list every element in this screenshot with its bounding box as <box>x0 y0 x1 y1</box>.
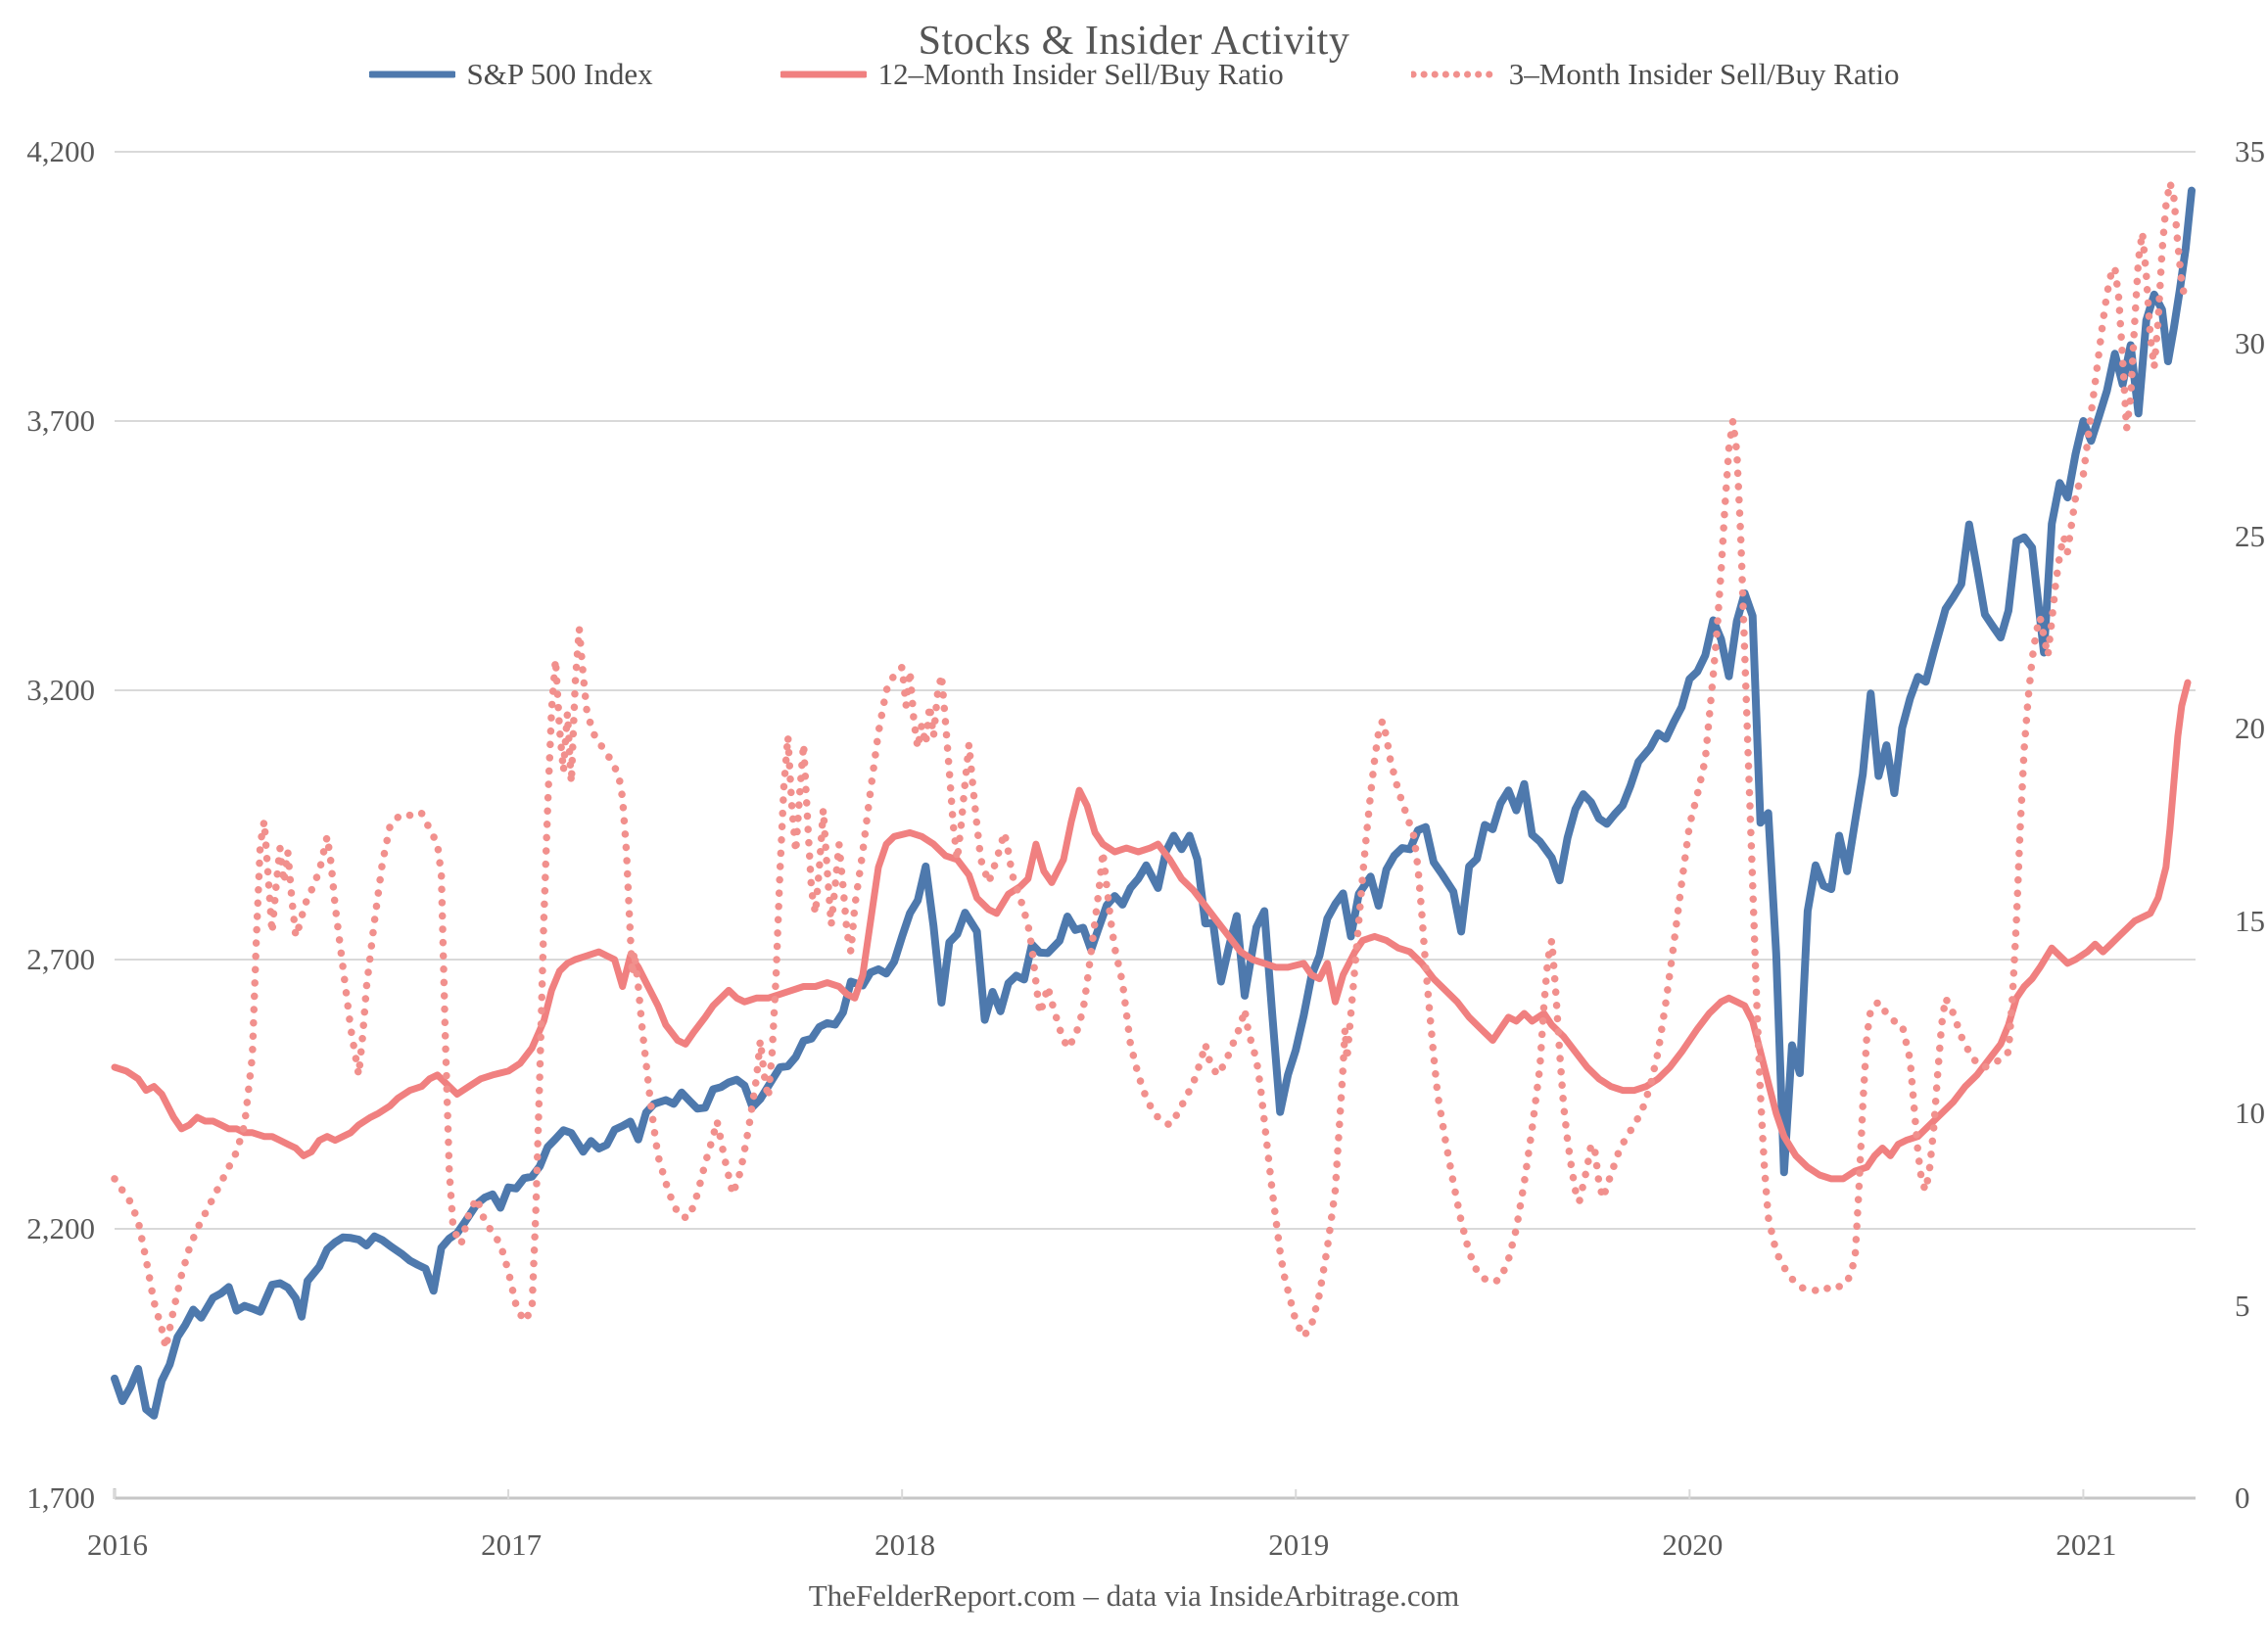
y-left-tick-label: 2,700 <box>26 942 95 976</box>
y-right-tick-label: 10 <box>2235 1096 2265 1131</box>
y-right-tick-label: 35 <box>2235 134 2265 168</box>
y-left-tick-label: 1,700 <box>26 1480 95 1515</box>
chart-legend: S&P 500 Index 12–Month Insider Sell/Buy R… <box>0 57 2268 92</box>
dotted-line-icon <box>1410 70 1497 78</box>
legend-item-sp500: S&P 500 Index <box>368 57 653 92</box>
legend-item-ratio12: 12–Month Insider Sell/Buy Ratio <box>780 57 1284 92</box>
y-right-tick-label: 5 <box>2235 1288 2250 1323</box>
y-left-tick-label: 3,700 <box>26 403 95 438</box>
y-right-tick-label: 20 <box>2235 711 2265 746</box>
x-tick-label: 2019 <box>1268 1527 1330 1562</box>
x-tick-label: 2018 <box>874 1527 936 1562</box>
series-sp500 <box>111 186 2196 1420</box>
x-tick-label: 2017 <box>481 1527 543 1562</box>
legend-label: 12–Month Insider Sell/Buy Ratio <box>877 57 1284 91</box>
x-tick-label: 2016 <box>87 1527 148 1562</box>
series-ratio3 <box>111 178 2190 1352</box>
series-ratio12 <box>111 679 2192 1183</box>
y-right-tick-label: 30 <box>2235 326 2265 361</box>
chart-title: Stocks & Insider Activity <box>918 19 1350 64</box>
y-right-tick-label: 25 <box>2235 518 2265 553</box>
y-left-tick-label: 4,200 <box>26 134 95 168</box>
y-right-tick-label: 15 <box>2235 903 2265 938</box>
y-right-tick-label: 0 <box>2235 1480 2250 1515</box>
solid-line-icon <box>780 70 867 78</box>
chart-footer: TheFelderReport.com – data via InsideArb… <box>808 1578 1460 1613</box>
x-tick-label: 2020 <box>1662 1527 1724 1562</box>
solid-line-icon <box>368 70 455 78</box>
legend-item-ratio3: 3–Month Insider Sell/Buy Ratio <box>1410 57 1900 92</box>
y-left-tick-label: 2,200 <box>26 1211 95 1245</box>
y-left-tick-label: 3,200 <box>26 673 95 707</box>
legend-label: 3–Month Insider Sell/Buy Ratio <box>1508 57 1900 91</box>
x-tick-label: 2021 <box>2055 1527 2117 1562</box>
legend-label: S&P 500 Index <box>466 57 653 91</box>
